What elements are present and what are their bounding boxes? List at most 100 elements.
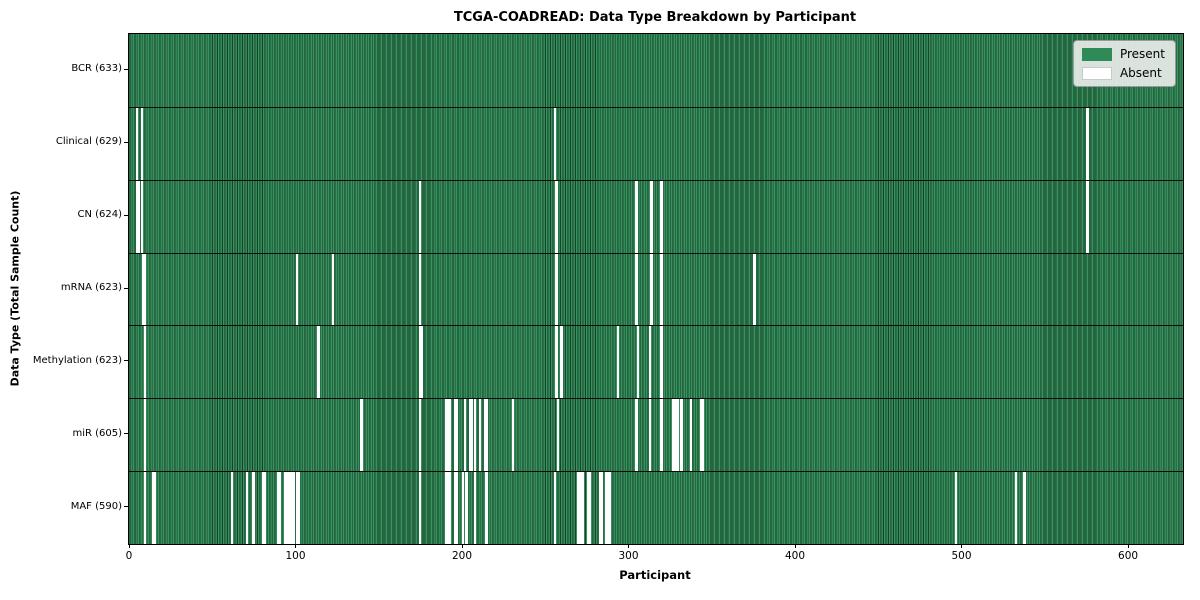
absent-stripe	[135, 180, 139, 253]
absent-stripe	[263, 472, 267, 544]
absent-stripe	[676, 399, 680, 472]
absent-stripe	[701, 399, 705, 472]
x-tick-mark	[794, 544, 796, 548]
absent-swatch-icon	[1081, 66, 1112, 80]
absent-stripe	[660, 180, 663, 253]
absent-stripe	[1086, 107, 1089, 180]
y-tick-mark	[124, 214, 128, 216]
absent-stripe	[636, 326, 640, 399]
absent-stripe	[455, 399, 458, 472]
x-tick-mark	[628, 544, 630, 548]
absent-stripe	[635, 253, 638, 326]
absent-stripe	[650, 253, 653, 326]
absent-stripe	[445, 399, 448, 472]
absent-stripe	[465, 472, 468, 544]
absent-stripe	[152, 472, 155, 544]
absent-stripe	[690, 399, 693, 472]
x-tick-label-100: 100	[285, 550, 306, 562]
absent-stripe	[277, 472, 280, 544]
absent-stripe	[606, 472, 610, 544]
y-tick-mark	[124, 287, 128, 289]
absent-stripe	[616, 326, 620, 399]
heatmap-row-CN	[129, 179, 1183, 253]
absent-stripe	[635, 180, 638, 253]
absent-stripe	[580, 472, 583, 544]
y-tick-mark	[124, 68, 128, 70]
legend-item-present: Present	[1081, 47, 1165, 61]
absent-stripe	[278, 472, 282, 544]
absent-stripe	[448, 472, 452, 544]
absent-stripe	[453, 399, 457, 472]
absent-stripe	[297, 472, 300, 544]
legend-label-absent: Absent	[1119, 66, 1162, 80]
absent-stripe	[418, 253, 422, 326]
x-tick-label-0: 0	[125, 550, 133, 562]
absent-stripe	[447, 472, 450, 544]
absent-stripe	[332, 253, 335, 326]
y-tick-label-miR: miR (605)	[72, 427, 122, 439]
absent-stripe	[245, 472, 248, 544]
y-tick-label-CN: CN (624)	[77, 209, 122, 221]
absent-stripe	[473, 472, 477, 544]
y-tick-mark	[124, 141, 128, 143]
absent-stripe	[290, 472, 293, 544]
absent-stripe	[470, 399, 473, 472]
absent-stripe	[578, 472, 581, 544]
y-axis-label: Data Type (Total Sample Count)	[8, 190, 22, 386]
absent-stripe	[608, 472, 611, 544]
x-tick-mark	[128, 544, 130, 548]
absent-stripe	[418, 180, 422, 253]
x-tick-label-500: 500	[951, 550, 972, 562]
absent-stripe	[463, 399, 467, 472]
legend-label-present: Present	[1119, 47, 1165, 61]
absent-stripe	[555, 326, 558, 399]
absent-stripe	[295, 472, 298, 544]
absent-stripe	[555, 253, 558, 326]
absent-stripe	[605, 472, 608, 544]
absent-stripe	[468, 399, 472, 472]
absent-stripe	[660, 253, 663, 326]
absent-stripe	[586, 472, 590, 544]
absent-stripe	[143, 253, 147, 326]
y-tick-label-Methylation: Methylation (623)	[32, 354, 122, 366]
absent-stripe	[292, 472, 295, 544]
absent-stripe	[473, 399, 477, 472]
absent-stripe	[511, 399, 515, 472]
absent-stripe	[317, 326, 320, 399]
x-axis-label: Participant	[619, 568, 691, 582]
absent-stripe	[588, 472, 591, 544]
absent-stripe	[485, 399, 488, 472]
absent-stripe	[262, 472, 265, 544]
x-tick-label-600: 600	[1118, 550, 1139, 562]
absent-stripe	[420, 326, 423, 399]
y-tick-label-BCR: BCR (633)	[71, 63, 122, 75]
plot-area	[128, 33, 1184, 545]
absent-stripe	[553, 107, 556, 180]
absent-stripe	[1023, 472, 1026, 544]
absent-stripe	[485, 472, 488, 544]
absent-stripe	[560, 326, 563, 399]
absent-stripe	[140, 180, 143, 253]
absent-stripe	[660, 399, 663, 472]
y-tick-label-mRNA: mRNA (623)	[60, 282, 122, 293]
absent-stripe	[295, 253, 298, 326]
absent-stripe	[671, 399, 675, 472]
y-tick-mark	[124, 506, 128, 508]
absent-stripe	[230, 472, 233, 544]
absent-stripe	[137, 180, 140, 253]
x-tick-mark	[961, 544, 963, 548]
legend-item-absent: Absent	[1081, 66, 1165, 80]
absent-stripe	[445, 472, 448, 544]
heatmap-row-mRNA	[129, 252, 1183, 326]
absent-stripe	[753, 253, 756, 326]
absent-stripe	[700, 399, 703, 472]
x-tick-label-400: 400	[785, 550, 806, 562]
absent-stripe	[462, 472, 465, 544]
absent-stripe	[140, 107, 143, 180]
chart-title: TCGA-COADREAD: Data Type Breakdown by Pa…	[453, 10, 857, 25]
absent-stripe	[288, 472, 292, 544]
absent-stripe	[673, 399, 676, 472]
absent-stripe	[680, 399, 683, 472]
absent-stripe	[648, 326, 651, 399]
